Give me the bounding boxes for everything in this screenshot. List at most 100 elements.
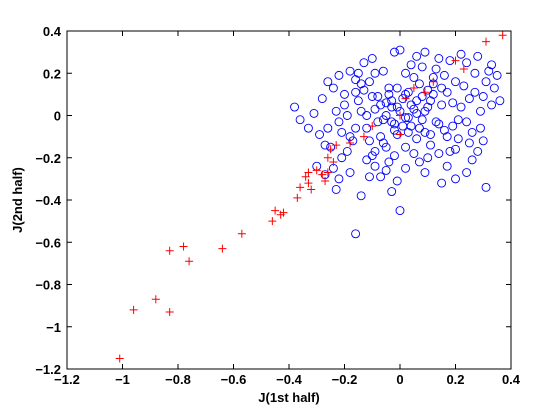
y-tick-label: −1 — [46, 320, 61, 335]
circle-point — [365, 137, 373, 145]
circle-point — [346, 67, 354, 75]
circle-point — [338, 128, 346, 136]
circle-point — [365, 78, 373, 86]
plus-point — [218, 245, 226, 253]
circle-point — [413, 135, 421, 143]
circle-point — [335, 71, 343, 79]
plus-point — [332, 141, 340, 149]
plus-point — [166, 308, 174, 316]
circle-point — [341, 90, 349, 98]
circle-point — [357, 192, 365, 200]
circle-point — [371, 105, 379, 113]
circle-point — [438, 101, 446, 109]
circle-point — [427, 131, 435, 139]
circle-point — [407, 61, 415, 69]
circle-point — [352, 230, 360, 238]
circle-point — [463, 118, 471, 126]
circle-point — [407, 122, 415, 130]
plus-point — [271, 207, 279, 215]
plus-point — [293, 194, 301, 202]
circle-point — [440, 126, 448, 134]
circle-point — [496, 97, 504, 105]
circle-point — [443, 133, 451, 141]
circle-point — [357, 107, 365, 115]
circle-point — [435, 54, 443, 62]
circle-point — [435, 150, 443, 158]
plus-point — [185, 257, 193, 265]
circle-point — [402, 69, 410, 77]
circle-point — [332, 107, 340, 115]
circle-point — [415, 124, 423, 132]
plus-point — [499, 31, 507, 39]
y-tick-label: 0 — [54, 109, 61, 124]
circle-point — [388, 188, 396, 196]
circle-point — [482, 183, 490, 191]
circle-point — [454, 135, 462, 143]
y-tick-label: −1.2 — [35, 362, 61, 377]
circle-point — [440, 71, 448, 79]
plus-point — [324, 154, 332, 162]
circle-point — [324, 124, 332, 132]
circle-point — [390, 120, 398, 128]
circle-point — [424, 154, 432, 162]
circle-point — [321, 141, 329, 149]
circle-point — [385, 90, 393, 98]
axis-ticks: −1.2 −1 −0.8 −0.6 −0.4 −0.2 0 0.2 0.4 −1.2 −1 −0.8 −… — [35, 24, 520, 387]
y-tick-label: −0.8 — [35, 278, 61, 293]
circle-point — [404, 128, 412, 136]
circle-point — [377, 101, 385, 109]
plus-point — [360, 133, 368, 141]
circle-point — [418, 63, 426, 71]
circle-point — [318, 95, 326, 103]
y-tick-label: −0.2 — [35, 151, 61, 166]
plus-point — [396, 112, 404, 120]
circle-point — [465, 95, 473, 103]
circle-point — [393, 177, 401, 185]
circle-point — [341, 101, 349, 109]
plus-point — [296, 183, 304, 191]
circle-point — [343, 112, 351, 120]
circle-point — [468, 156, 476, 164]
circle-point — [382, 166, 390, 174]
circle-point — [460, 82, 468, 90]
circle-point — [457, 103, 465, 111]
circle-point — [371, 69, 379, 77]
circle-point — [316, 131, 324, 139]
circle-point — [471, 88, 479, 96]
circle-point — [324, 78, 332, 86]
circle-point — [390, 48, 398, 56]
plus-point — [313, 166, 321, 174]
plus-point — [116, 354, 124, 362]
circle-point — [476, 107, 484, 115]
circle-point — [390, 152, 398, 160]
plus-point — [238, 230, 246, 238]
circle-point — [382, 99, 390, 107]
circle-point — [485, 67, 493, 75]
circle-point — [402, 164, 410, 172]
circle-point — [354, 97, 362, 105]
plus-point — [410, 84, 418, 92]
y-axis-label: J(2nd half) — [10, 167, 25, 233]
x-tick-label: −1 — [115, 372, 130, 387]
circle-point — [476, 124, 484, 132]
circle-point — [332, 185, 340, 193]
circle-point — [396, 207, 404, 215]
plot-frame — [67, 31, 511, 369]
circle-point — [399, 122, 407, 130]
circle-point — [490, 84, 498, 92]
x-tick-label: −0.2 — [332, 372, 358, 387]
plus-point — [346, 139, 354, 147]
plus-point — [429, 78, 437, 86]
circle-point — [427, 97, 435, 105]
plus-point — [482, 38, 490, 46]
circle-point — [360, 59, 368, 67]
circle-point — [474, 147, 482, 155]
circle-point — [291, 103, 299, 111]
circle-point — [329, 84, 337, 92]
x-tick-label: 0 — [396, 372, 403, 387]
circle-point — [432, 118, 440, 126]
x-tick-label: 0.2 — [446, 372, 464, 387]
plus-point — [180, 242, 188, 250]
circle-point — [415, 158, 423, 166]
x-tick-label: −0.4 — [276, 372, 302, 387]
